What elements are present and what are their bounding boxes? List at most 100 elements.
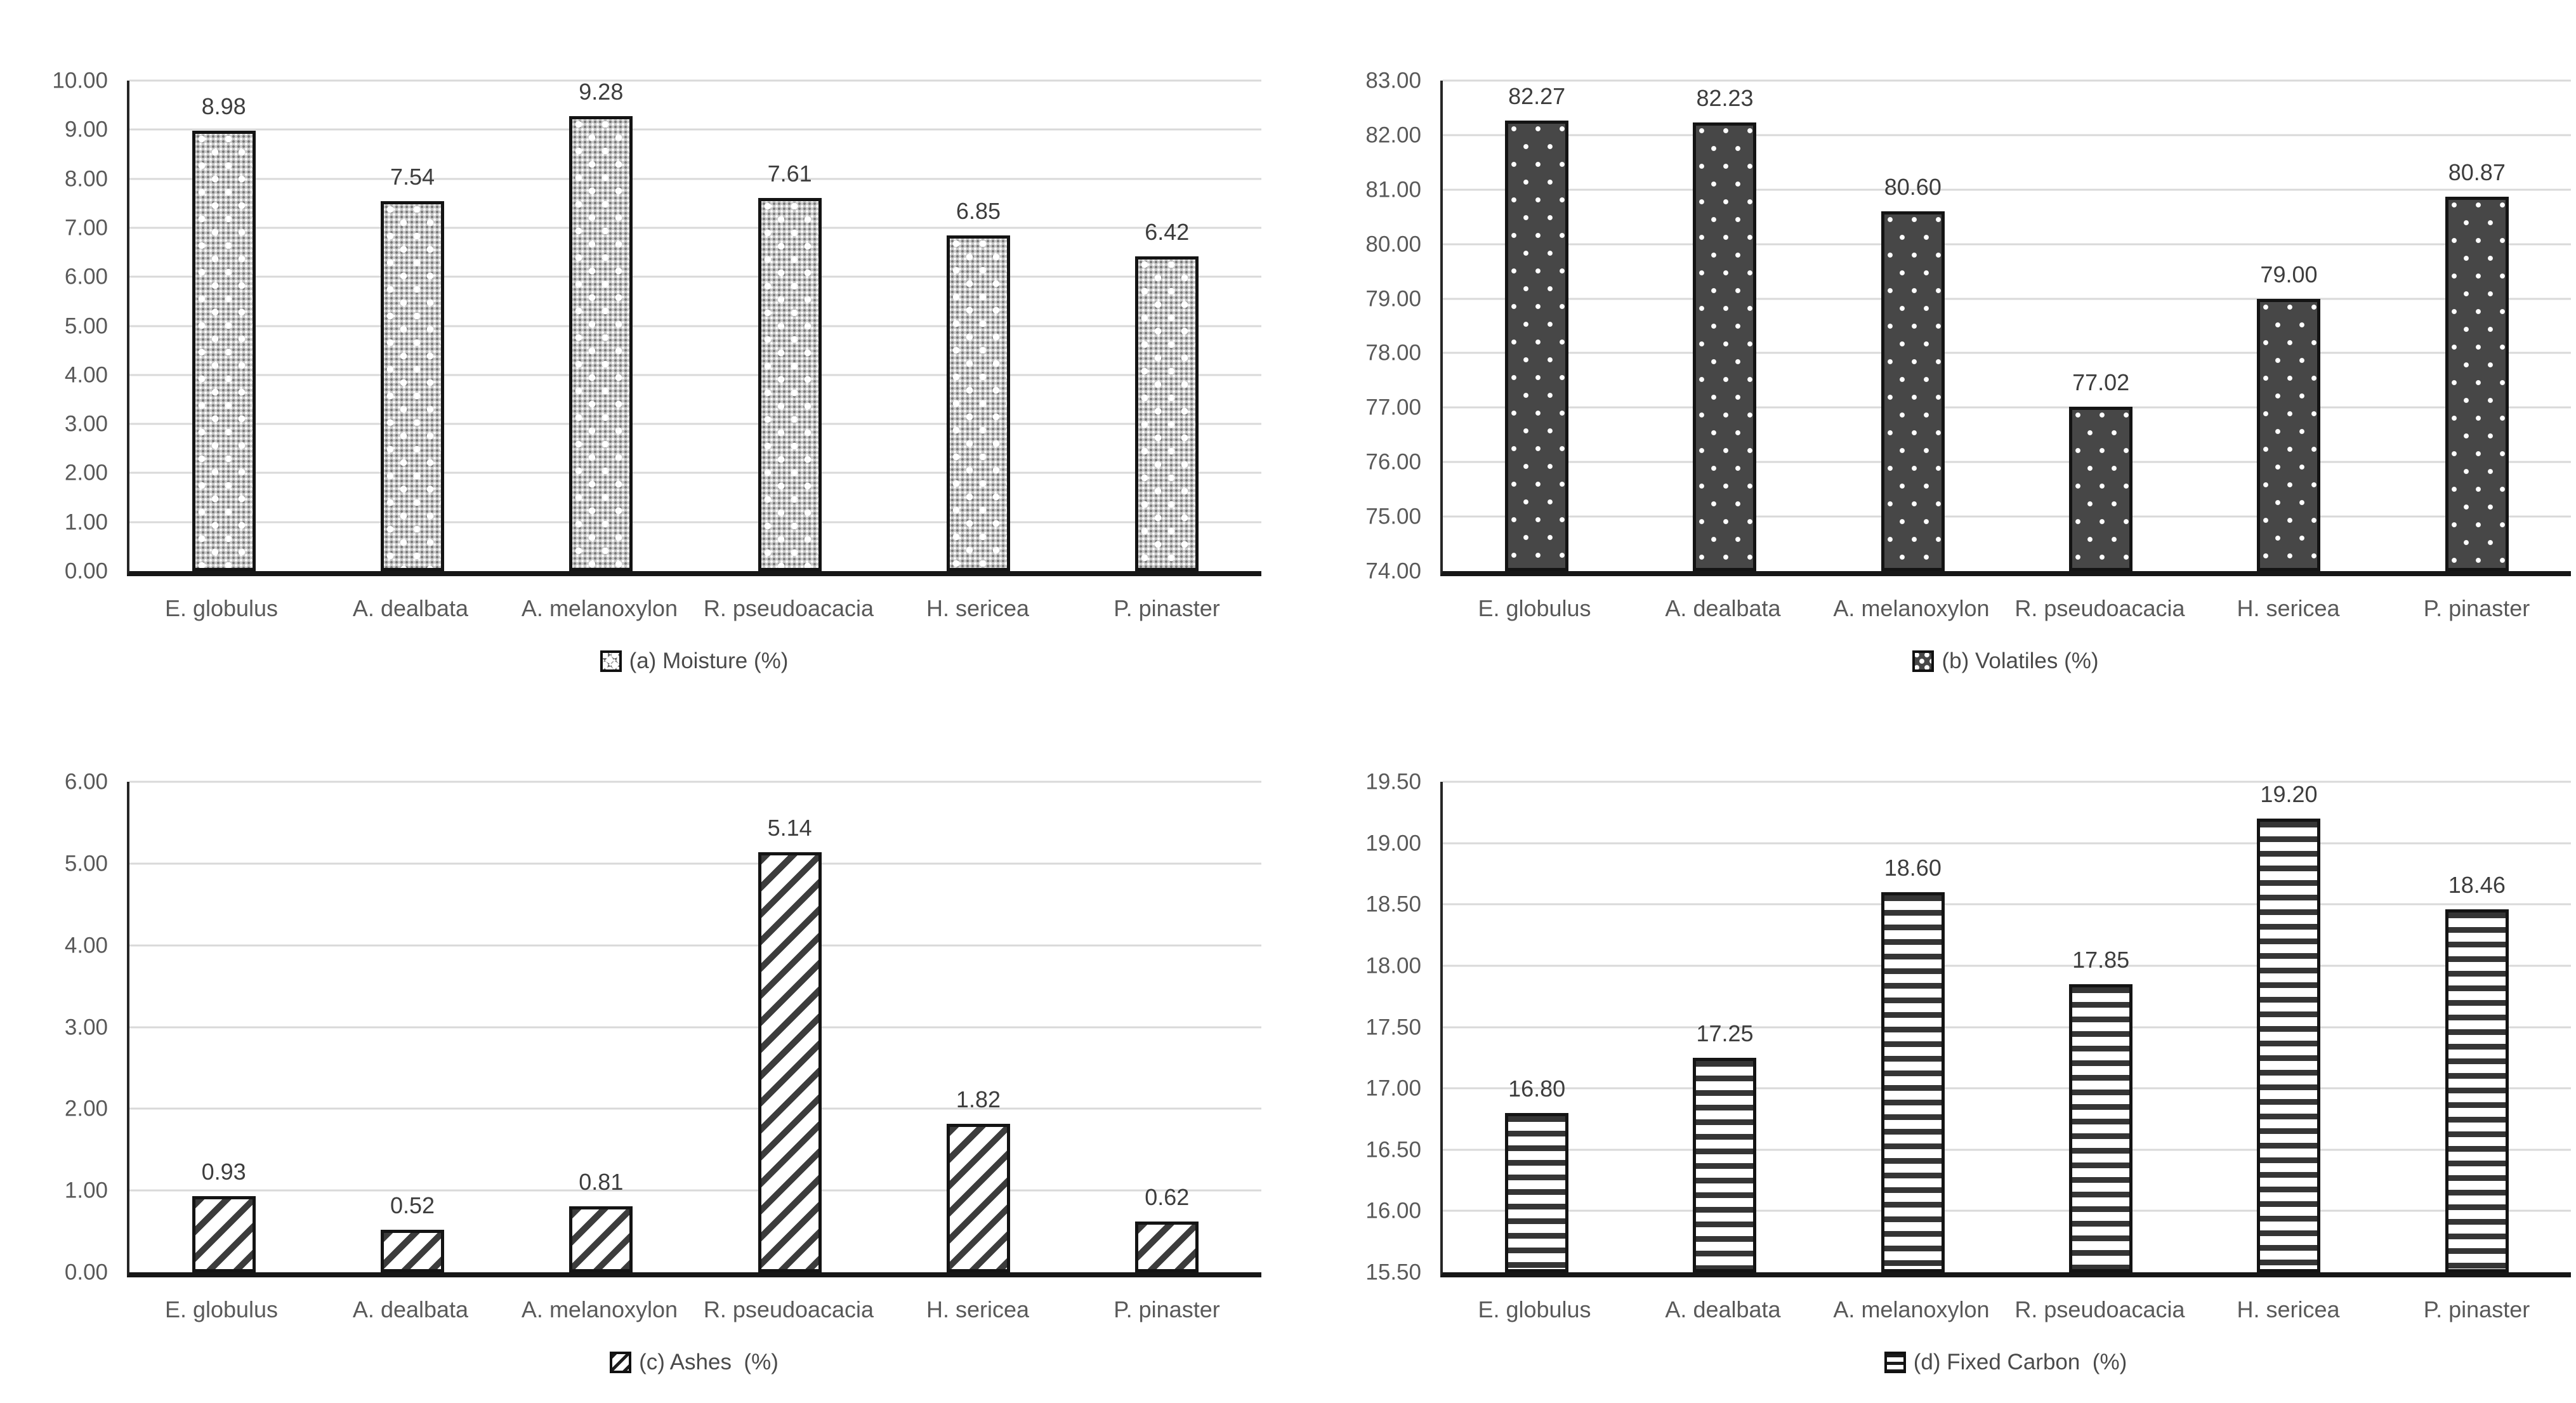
bar-p-pinaster <box>2445 196 2509 571</box>
bar-h-sericea <box>2257 298 2321 571</box>
y-tick-label: 9.00 <box>64 117 108 142</box>
y-tick-label: 80.00 <box>1365 232 1421 257</box>
bar-value-label: 7.61 <box>767 160 812 187</box>
bars-layer: 0.93 0.52 0.81 5.14 1.82 0.62 <box>129 782 1261 1272</box>
y-tick-label: 79.00 <box>1365 286 1421 312</box>
bar-e-globulus <box>192 130 256 571</box>
y-tick-label: 5.00 <box>64 313 108 338</box>
gridline <box>1443 79 2571 82</box>
legend: (c) Ashes (%) <box>127 1350 1261 1375</box>
bar-a-dealbata <box>380 201 444 571</box>
bar-slot-a-dealbata: 17.25 <box>1631 782 1818 1272</box>
chart-panel-fixed-carbon: 15.50 16.00 16.50 17.00 17.50 18.00 18.50 19.00… <box>1288 701 2576 1403</box>
legend: (b) Volatiles (%) <box>1440 649 2571 674</box>
y-axis-tick-labels: 74.00 75.00 76.00 77.00 78.00 79.00 80.00 81.00… <box>1288 70 1421 583</box>
bar-value-label: 82.23 <box>1696 85 1754 112</box>
y-tick-label: 81.00 <box>1365 177 1421 202</box>
bar-h-sericea <box>2257 818 2321 1272</box>
gridline <box>129 128 1261 131</box>
bar-slot-a-melanoxylon: 18.60 <box>1819 782 2007 1272</box>
y-tick-label: 16.00 <box>1365 1198 1421 1223</box>
gridline <box>1443 842 2571 845</box>
y-tick-label: 15.50 <box>1365 1260 1421 1285</box>
bar-a-dealbata <box>1693 1057 1757 1272</box>
bar-p-pinaster <box>1135 256 1199 571</box>
gridline <box>129 325 1261 327</box>
bar-value-label: 17.85 <box>2072 946 2130 973</box>
y-tick-label: 3.00 <box>64 411 108 437</box>
x-category-label-h-sericea: H. sericea <box>926 595 1030 621</box>
gridline <box>129 178 1261 180</box>
bar-a-melanoxylon <box>569 115 633 571</box>
x-category-label-p-pinaster: P. pinaster <box>2423 595 2530 621</box>
bar-slot-a-dealbata: 82.23 <box>1631 81 1818 571</box>
x-category-label-p-pinaster: P. pinaster <box>1114 1296 1220 1322</box>
bar-slot-e-globulus: 16.80 <box>1443 782 1631 1272</box>
bar-value-label: 9.28 <box>579 78 624 105</box>
gridline <box>129 1107 1261 1110</box>
legend-marker-volatiles <box>1912 650 1935 672</box>
plot-area: 82.27 82.23 80.60 77.02 79.00 80.87 <box>1440 79 2571 576</box>
y-tick-label: 4.00 <box>64 933 108 958</box>
x-category-label-p-pinaster: P. pinaster <box>1114 595 1220 621</box>
bar-value-label: 18.46 <box>2448 871 2506 898</box>
gridline <box>1443 352 2571 354</box>
x-category-label-h-sericea: H. sericea <box>2237 595 2340 621</box>
x-category-label-h-sericea: H. sericea <box>926 1296 1030 1322</box>
x-category-label-e-globulus: E. globulus <box>164 595 279 621</box>
chart-panel-ashes: 0.00 1.00 2.00 3.00 4.00 5.00 6.00 0.93 0.52 0.8… <box>0 701 1288 1403</box>
bar-slot-h-sericea: 79.00 <box>2195 81 2382 571</box>
bar-value-label: 80.60 <box>1884 174 1942 201</box>
legend: (a) Moisture (%) <box>127 649 1261 674</box>
bar-value-label: 0.93 <box>201 1159 246 1185</box>
bar-value-label: 18.60 <box>1884 854 1942 881</box>
x-category-label-a-dealbata: A. dealbata <box>352 595 469 621</box>
bar-slot-r-pseudoacacia: 77.02 <box>2007 81 2195 571</box>
bar-a-dealbata <box>380 1230 444 1272</box>
y-tick-label: 8.00 <box>64 166 108 192</box>
bar-slot-a-dealbata: 0.52 <box>318 782 506 1272</box>
bar-h-sericea <box>946 235 1010 571</box>
y-tick-label: 75.00 <box>1365 504 1421 529</box>
bar-a-melanoxylon <box>569 1206 633 1272</box>
gridline <box>129 1026 1261 1028</box>
bar-value-label: 17.25 <box>1696 1020 1754 1046</box>
gridline <box>129 227 1261 229</box>
bar-r-pseudoacacia <box>2069 406 2133 571</box>
bar-value-label: 82.27 <box>1508 82 1566 109</box>
gridline <box>129 521 1261 524</box>
bar-value-label: 77.02 <box>2072 369 2130 395</box>
gridline <box>1443 1149 2571 1151</box>
x-category-label-p-pinaster: P. pinaster <box>2423 1296 2530 1322</box>
bar-value-label: 6.85 <box>956 197 1001 224</box>
bar-e-globulus <box>192 1196 256 1272</box>
x-category-label-r-pseudoacacia: R. pseudoacacia <box>2014 595 2185 621</box>
gridline <box>1443 461 2571 463</box>
legend-label: (d) Fixed Carbon (%) <box>1913 1350 2127 1374</box>
y-tick-label: 1.00 <box>64 1178 108 1203</box>
x-category-label-r-pseudoacacia: R. pseudoacacia <box>703 595 874 621</box>
x-category-label-a-melanoxylon: A. melanoxylon <box>521 595 678 621</box>
bar-r-pseudoacacia <box>758 197 822 571</box>
gridline <box>1443 243 2571 246</box>
y-tick-label: 17.50 <box>1365 1015 1421 1039</box>
legend-label: (c) Ashes (%) <box>639 1350 779 1374</box>
gridline <box>1443 134 2571 136</box>
y-tick-label: 6.00 <box>64 769 108 794</box>
y-tick-label: 0.00 <box>64 1260 108 1285</box>
y-tick-label: 17.00 <box>1365 1076 1421 1101</box>
x-axis-category-labels: E. globulus A. dealbata A. melanoxylon R. p… <box>127 1296 1261 1323</box>
bar-value-label: 79.00 <box>2260 261 2318 287</box>
x-category-label-e-globulus: E. globulus <box>1478 1296 1591 1322</box>
bar-value-label: 1.82 <box>956 1086 1001 1112</box>
bar-slot-e-globulus: 8.98 <box>129 81 318 571</box>
bars-layer: 16.80 17.25 18.60 17.85 19.20 18.46 <box>1443 782 2571 1272</box>
bar-e-globulus <box>1505 120 1569 571</box>
bar-e-globulus <box>1505 1112 1569 1272</box>
bar-value-label: 0.62 <box>1145 1184 1190 1211</box>
gridline <box>129 944 1261 947</box>
y-tick-label: 18.00 <box>1365 953 1421 978</box>
gridline <box>129 374 1261 376</box>
y-tick-label: 19.00 <box>1365 831 1421 856</box>
